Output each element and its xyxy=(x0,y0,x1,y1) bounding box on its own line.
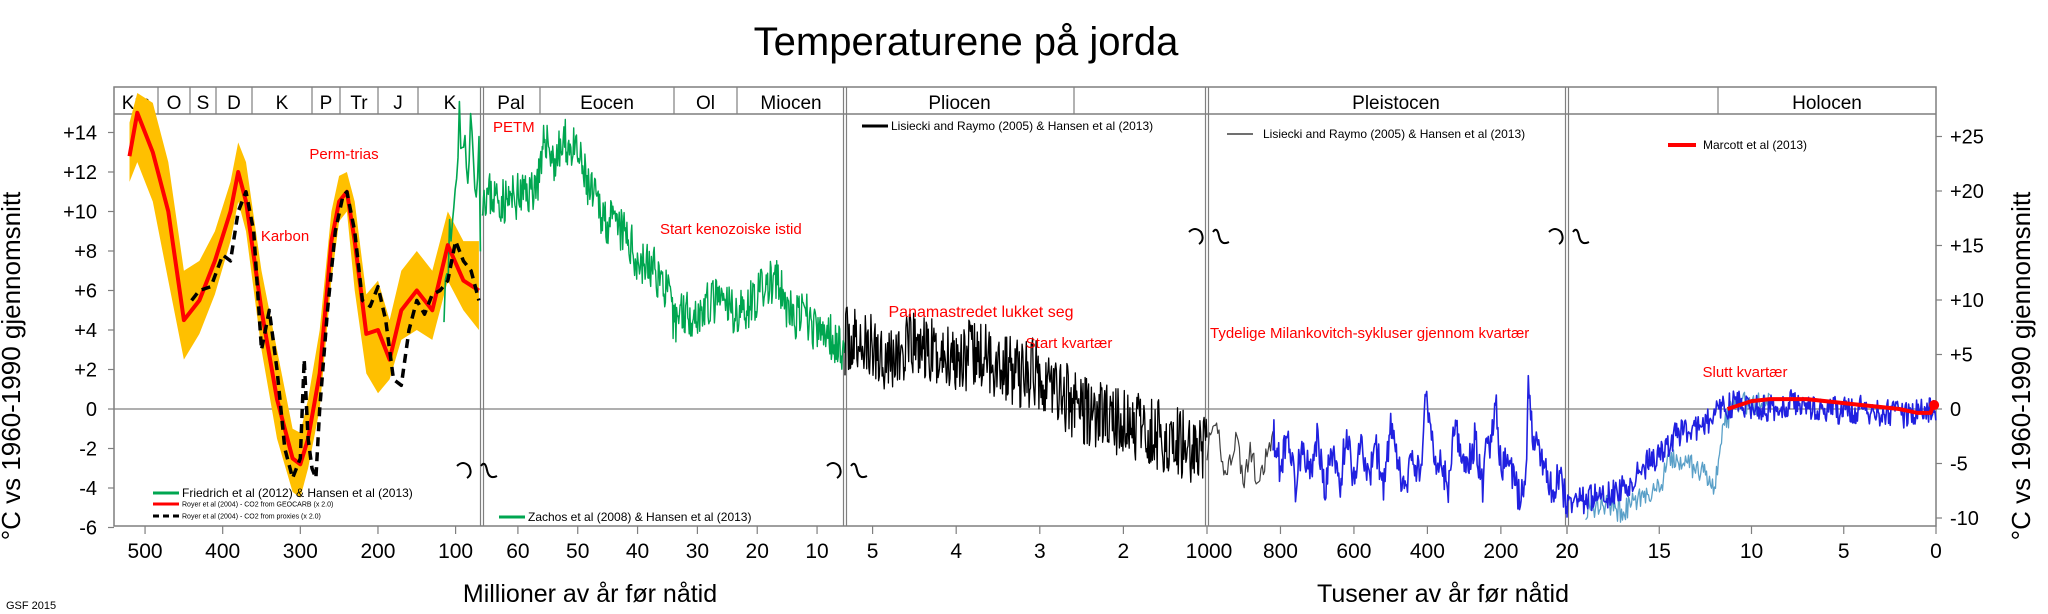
x-tick-label: 400 xyxy=(205,540,240,563)
legend-entry: Marcott et al (2013) xyxy=(1703,138,1807,152)
series-line-proxies xyxy=(190,190,481,480)
annotation-start-kvartaer: Start kvartær xyxy=(1026,335,1113,352)
legend-entry: Friedrich et al (2012) & Hansen et al (2… xyxy=(182,486,413,500)
period-label: K xyxy=(444,93,457,114)
axis-break-marker xyxy=(826,462,868,479)
period-label: D xyxy=(227,93,241,114)
x-tick-label: 5 xyxy=(1838,540,1850,563)
epoch-label: Eocen xyxy=(580,93,634,114)
y-tick-label-left: +6 xyxy=(74,281,97,303)
y-tick-label-right: +5 xyxy=(1950,345,1973,367)
series-line-lisiecki-kyr xyxy=(1206,422,1274,489)
series-line-zachos xyxy=(481,118,846,370)
axis-break-marker xyxy=(456,462,498,479)
series-line-lisiecki xyxy=(844,306,1208,483)
epoch-label: Ol xyxy=(696,93,715,114)
x-tick-label: 60 xyxy=(506,540,529,563)
period-label: S xyxy=(197,93,210,114)
y-tick-label-left: +12 xyxy=(63,162,97,184)
y-tick-label-left: 0 xyxy=(86,399,97,421)
epoch-label: Miocen xyxy=(760,93,821,114)
series-line-friedrich xyxy=(443,100,482,323)
y-tick-label-right: +15 xyxy=(1950,236,1984,258)
period-label: K xyxy=(276,93,289,114)
x-tick-label: 3 xyxy=(1034,540,1046,563)
y-tick-label-right: 0 xyxy=(1950,399,1961,421)
credit-label: GSF 2015 xyxy=(6,600,56,612)
x-tick-label: 800 xyxy=(1263,540,1298,563)
y-tick-label-right: -10 xyxy=(1950,508,1979,530)
epoch-label: Pliocen xyxy=(928,93,990,114)
y-tick-label-right: +25 xyxy=(1950,127,1984,149)
x-tick-label: 2 xyxy=(1118,540,1130,563)
x-tick-label: 500 xyxy=(128,540,163,563)
x-tick-label: 1000 xyxy=(1186,540,1233,563)
plot-frame xyxy=(113,86,1937,527)
y-tick-label-left: +4 xyxy=(74,320,97,342)
x-tick-label: 100 xyxy=(438,540,473,563)
annotation-perm-trias: Perm-trias xyxy=(309,146,378,163)
y-tick-label-left: +14 xyxy=(63,123,97,145)
series-line-blue-holocene xyxy=(1566,389,1937,518)
x-axis-label-thousand: Tusener av år før nåtid xyxy=(1317,580,1569,608)
x-tick-label: 20 xyxy=(746,540,769,563)
y-axis-label-left: °C vs 1960-1990 gjennomsnitt xyxy=(0,191,26,540)
x-tick-label: 10 xyxy=(805,540,828,563)
series-line-marcott xyxy=(1726,397,1937,415)
annotation-start-kenozoiske: Start kenozoiske istid xyxy=(660,221,802,238)
y-tick-label-right: -5 xyxy=(1950,454,1968,476)
legend-entry: Lisiecki and Raymo (2005) & Hansen et al… xyxy=(1263,127,1525,141)
x-tick-label: 300 xyxy=(283,540,318,563)
series-line-blue-pleistocene xyxy=(1272,374,1568,515)
y-axis-label-right: °C vs 1960-1990 gjennomsnitt xyxy=(2006,191,2036,540)
period-label: Tr xyxy=(350,93,368,114)
x-axis-label-million: Millioner av år før nåtid xyxy=(463,580,717,608)
x-tick-label: 0 xyxy=(1930,540,1942,563)
y-tick-label-right: +20 xyxy=(1950,181,1984,203)
legend-entry: Royer et al (2004) - CO2 from proxies (x… xyxy=(182,514,321,521)
x-tick-label: 4 xyxy=(950,540,962,563)
annotation-petm: PETM xyxy=(493,119,535,136)
annotation-slutt-kvartaer: Slutt kvartær xyxy=(1702,364,1787,381)
x-tick-label: 400 xyxy=(1410,540,1445,563)
annotation-panamastredet: Panamastredet lukket seg xyxy=(889,304,1074,321)
y-tick-label-right: +10 xyxy=(1950,290,1984,312)
y-tick-label-left: +10 xyxy=(63,202,97,224)
x-tick-label: 20 xyxy=(1555,540,1578,563)
y-tick-label-left: -2 xyxy=(79,439,97,461)
x-tick-label: 5 xyxy=(867,540,879,563)
annotation-milankovitch: Tydelige Milankovitch-sykluser gjennom k… xyxy=(1210,325,1529,342)
x-tick-label: 15 xyxy=(1648,540,1671,563)
annotation-karbon: Karbon xyxy=(261,228,309,245)
y-tick-label-left: +2 xyxy=(74,360,97,382)
period-label: J xyxy=(393,93,403,114)
epoch-label: Pleistocen xyxy=(1352,93,1440,114)
y-tick-label-left: -6 xyxy=(79,518,97,540)
axis-break-marker xyxy=(1548,228,1590,245)
x-tick-label: 600 xyxy=(1336,540,1371,563)
x-tick-label: 200 xyxy=(1483,540,1518,563)
period-label: O xyxy=(167,93,182,114)
x-tick-label: 10 xyxy=(1740,540,1763,563)
legend-entry: Zachos et al (2008) & Hansen et al (2013… xyxy=(528,510,751,524)
period-label: P xyxy=(320,93,333,114)
legend-entry: Royer et al (2004) - CO2 from GEOCARB (x… xyxy=(182,502,333,509)
x-tick-label: 40 xyxy=(626,540,649,563)
x-tick-label: 50 xyxy=(566,540,589,563)
x-tick-label: 200 xyxy=(360,540,395,563)
chart-title: Temperaturene på jorda xyxy=(754,20,1179,64)
axis-break-marker xyxy=(1188,228,1230,245)
plot-area: KmOSDKPTrJKPalEocenOlMiocenPliocenPleist… xyxy=(63,86,1984,563)
y-tick-label-left: -4 xyxy=(79,478,97,500)
epoch-label: Holocen xyxy=(1792,93,1862,114)
epoch-label: Pal xyxy=(497,93,524,114)
y-tick-label-left: +8 xyxy=(74,241,97,263)
marcott-endpoint xyxy=(1929,400,1940,411)
legend-entry: Lisiecki and Raymo (2005) & Hansen et al… xyxy=(891,119,1153,133)
x-tick-label: 20 xyxy=(1555,540,1578,563)
x-tick-label: 30 xyxy=(686,540,709,563)
